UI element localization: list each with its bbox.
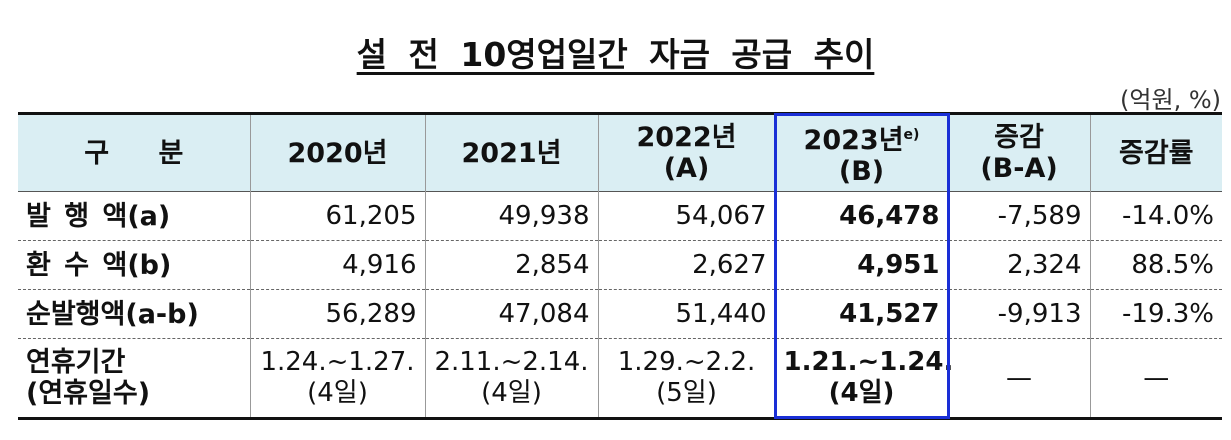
header-cell: 2020년 — [249, 113, 425, 192]
header-cell: 구 분 — [18, 114, 250, 192]
cell-text: 4,916 — [342, 249, 417, 280]
table-cell: 49,938 — [424, 191, 598, 241]
table-cell: 51,440 — [597, 289, 775, 339]
cell-text: 41,527 — [839, 298, 940, 329]
row-label: 연휴기간 (연휴일수) — [18, 339, 250, 419]
table-cell: 47,084 — [424, 289, 598, 339]
cell-text: 54,067 — [675, 200, 767, 231]
table-cell: 41,527 — [774, 289, 948, 339]
cell-text: 1.21.~1.24. — [783, 347, 954, 377]
label-text: 연휴기간 — [26, 347, 126, 378]
table-header: 구 분 2020년 2021년 2022년 (A) 2023년e) (B) 증감 (B-A) 증감… — [18, 113, 1222, 192]
cell-text: 88.5% — [1131, 249, 1214, 280]
header-text: 2021년 — [461, 137, 562, 169]
table-cell: 88.5% — [1089, 240, 1222, 290]
cell-text: 47,084 — [498, 298, 590, 329]
header-text: 2023년 — [803, 124, 904, 156]
header-cell: 2022년 (A) — [597, 113, 775, 192]
header-cell: 2021년 — [424, 113, 598, 192]
cell-text: — — [1143, 362, 1170, 393]
header-cell: 증감률 — [1089, 113, 1222, 192]
header-cell: 증감 (B-A) — [947, 113, 1090, 192]
table-cell: -14.0% — [1089, 191, 1222, 241]
cell-text: 51,440 — [675, 298, 767, 329]
cell-text: -7,589 — [997, 200, 1082, 231]
table-cell: -7,589 — [947, 191, 1090, 241]
label-text: (연휴일수) — [26, 378, 151, 409]
table-cell: 56,289 — [249, 289, 425, 339]
table-cell: 4,916 — [249, 240, 425, 290]
label-text: 발 행 액(a) — [26, 200, 171, 232]
header-note: e) — [903, 126, 920, 143]
table-cell: 1.24.~1.27. (4일) — [249, 338, 425, 419]
cell-text: -14.0% — [1122, 200, 1214, 231]
table-cell: 61,205 — [249, 191, 425, 241]
table-row: 연휴기간 (연휴일수) 1.24.~1.27. (4일) 2.11.~2.14. (4일)… — [18, 338, 1222, 419]
header-cell: 2023년e) (B) — [774, 113, 948, 192]
table-cell: — — [1089, 338, 1222, 419]
cell-text: — — [1006, 362, 1032, 393]
label-text: 환 수 액(b) — [26, 249, 172, 281]
table-body: 발 행 액(a) 61,205 49,938 54,067 46,478 -7,589 -1… — [18, 191, 1222, 419]
header-text: (B) — [838, 155, 885, 187]
row-label: 발 행 액(a) — [18, 192, 250, 241]
table: 구 분 2020년 2021년 2022년 (A) 2023년e) (B) 증감 (B-A) 증감… — [18, 112, 1222, 420]
cell-text: 56,289 — [325, 298, 417, 329]
title: 설 전 10영업일간 자금 공급 추이 — [0, 28, 1231, 76]
table-cell: 2,627 — [597, 240, 775, 290]
cell-text: 61,205 — [325, 200, 417, 231]
title-text: 설 전 10영업일간 자금 공급 추이 — [356, 35, 875, 74]
cell-text: 2,854 — [515, 249, 590, 280]
cell-text: 2,627 — [692, 249, 767, 280]
cell-text: 49,938 — [498, 200, 590, 231]
table-cell: 1.21.~1.24. (4일) — [774, 338, 953, 419]
table-cell: 54,067 — [597, 191, 775, 241]
header-text: 2022년 — [636, 122, 737, 153]
table-cell: -9,913 — [947, 289, 1090, 339]
table-row: 발 행 액(a) 61,205 49,938 54,067 46,478 -7,589 -1… — [18, 191, 1222, 241]
header-text: (B-A) — [980, 153, 1058, 184]
header-text: 구 분 — [84, 137, 184, 169]
cell-text: 46,478 — [839, 200, 940, 231]
table-cell: 2.11.~2.14. (4일) — [424, 338, 598, 419]
table-cell: 2,324 — [947, 240, 1090, 290]
table-cell: -19.3% — [1089, 289, 1222, 339]
unit: (억원, %) — [1120, 86, 1221, 114]
row-label: 환 수 액(b) — [18, 241, 250, 290]
cell-text: 1.29.~2.2. — [617, 347, 756, 377]
header-text: 증감 — [994, 122, 1044, 153]
table-cell: — — [947, 338, 1090, 419]
table-cell: 1.29.~2.2. (5일) — [597, 338, 775, 419]
table-row: 환 수 액(b) 4,916 2,854 2,627 4,951 2,324 88.5% — [18, 240, 1222, 290]
cell-text: (4일) — [828, 378, 895, 408]
highlight-box — [774, 113, 950, 419]
cell-text: 2.11.~2.14. — [434, 347, 589, 377]
cell-text: 1.24.~1.27. — [260, 347, 415, 377]
header-text: (A) — [663, 153, 710, 184]
cell-text: (5일) — [656, 378, 717, 408]
label-text: 순발행액(a-b) — [26, 298, 199, 330]
header-text: 증감률 — [1118, 137, 1194, 169]
header-row: 구 분 2020년 2021년 2022년 (A) 2023년e) (B) 증감 (B-A) 증감… — [18, 113, 1222, 192]
cell-text: 2,324 — [1007, 249, 1082, 280]
cell-text: -9,913 — [997, 298, 1082, 329]
cell-text: (4일) — [481, 378, 542, 408]
cell-text: -19.3% — [1122, 298, 1214, 329]
header-text: 2020년 — [287, 137, 388, 169]
table-row: 순발행액(a-b) 56,289 47,084 51,440 41,527 -9,913 -… — [18, 289, 1222, 339]
cell-text: (4일) — [307, 378, 368, 408]
table-cell: 2,854 — [424, 240, 598, 290]
cell-text: 4,951 — [857, 249, 940, 280]
row-label: 순발행액(a-b) — [18, 290, 250, 339]
